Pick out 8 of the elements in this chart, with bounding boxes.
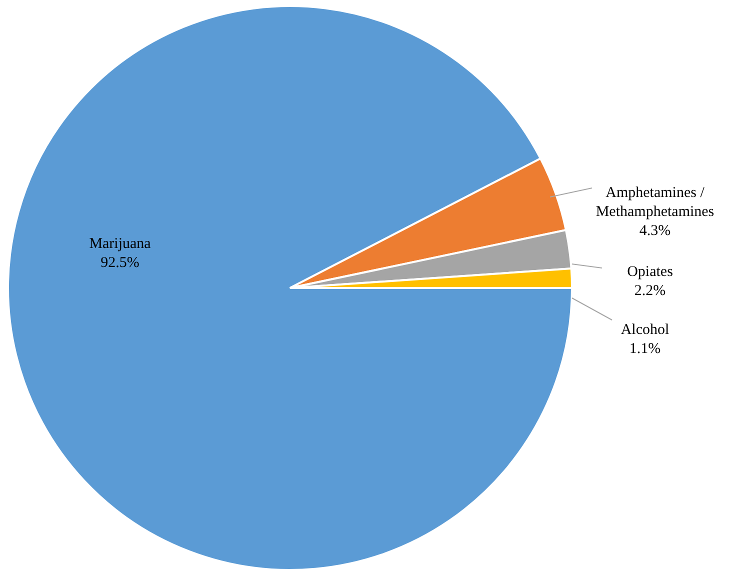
slice-label: Marijuana <box>89 236 152 252</box>
legend-label: Opiates <box>627 264 674 280</box>
data-label: 2.2% <box>634 283 666 299</box>
data-label: 92.5% <box>100 255 140 271</box>
data-label: 1.1% <box>629 341 661 357</box>
data-label: 4.3% <box>639 223 671 239</box>
slice-label: Alcohol <box>620 322 670 338</box>
slice-label: Amphetamines / Methamphetamines <box>596 185 714 220</box>
